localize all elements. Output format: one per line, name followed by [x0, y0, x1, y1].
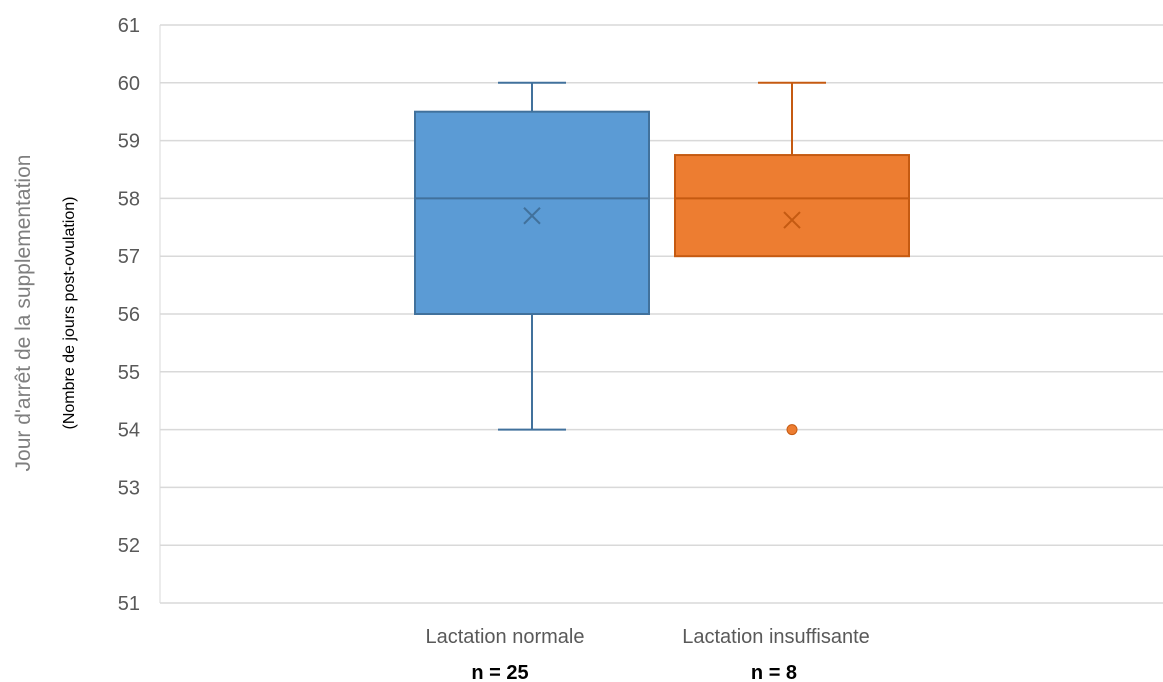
y-tick-label: 56 — [118, 304, 140, 326]
y-axis-title: Jour d'arrêt de la supplementation — [12, 155, 35, 472]
y-tick-label: 53 — [118, 477, 140, 499]
sample-size-label: n = 8 — [751, 662, 797, 682]
mean-marker — [523, 207, 541, 225]
box-group — [674, 81, 910, 436]
y-tick-label: 59 — [118, 131, 140, 153]
y-tick-label: 58 — [118, 188, 140, 210]
y-tick-label: 54 — [118, 420, 140, 442]
sample-size-label: n = 25 — [471, 662, 528, 682]
box-group — [414, 81, 650, 431]
y-tick-label: 61 — [118, 15, 140, 37]
outlier-point — [786, 424, 798, 436]
iqr-box — [674, 154, 910, 258]
gridlines — [159, 24, 1163, 604]
y-tick-label: 51 — [118, 593, 140, 615]
y-axis-tick-labels: 51 52 53 54 55 56 57 58 59 60 61 — [118, 15, 140, 615]
category-label: Lactation insuffisante — [682, 626, 870, 648]
mean-marker — [783, 211, 801, 229]
y-tick-label: 57 — [118, 246, 140, 268]
y-axis-subtitle: (Nombre de jours post-ovulation) — [61, 197, 78, 430]
x-axis-category-labels: Lactation normale n = 25 Lactation insuffi… — [426, 626, 870, 682]
y-tick-label: 52 — [118, 535, 140, 557]
iqr-box — [414, 110, 650, 315]
y-tick-label: 55 — [118, 362, 140, 384]
y-tick-label: 60 — [118, 73, 140, 95]
category-label: Lactation normale — [426, 626, 585, 648]
box-series — [414, 81, 910, 436]
